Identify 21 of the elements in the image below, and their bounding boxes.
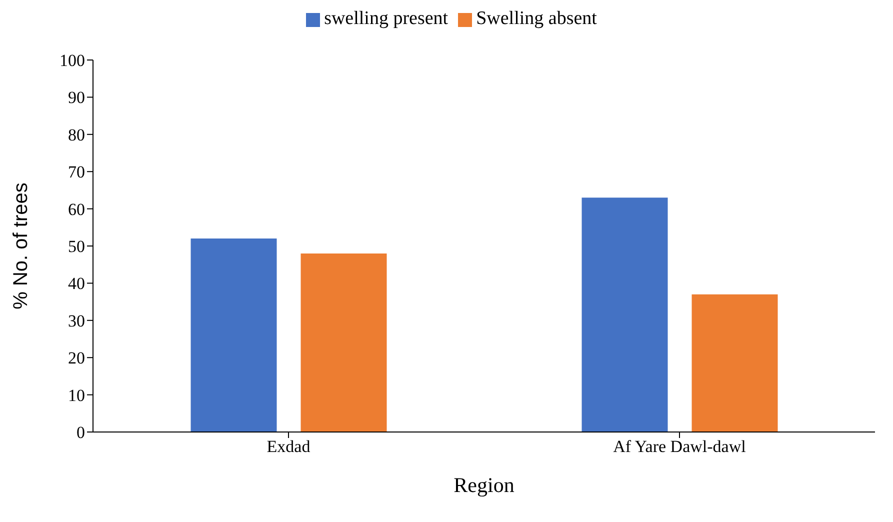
y-tick-label: 80 (68, 125, 85, 144)
x-axis-title: Region (454, 473, 515, 497)
bar (190, 238, 277, 432)
x-tick-label: Exdad (266, 437, 311, 456)
y-tick-label: 50 (68, 237, 85, 256)
y-tick-label: 20 (68, 348, 85, 368)
y-tick-label: 100 (60, 51, 85, 70)
y-tick-label: 40 (68, 274, 85, 294)
bar (692, 294, 778, 432)
bar (582, 198, 668, 432)
x-tick-label: Af Yare Dawl-dawl (613, 437, 746, 456)
y-tick-label: 90 (68, 88, 85, 108)
y-tick-label: 30 (68, 311, 85, 330)
y-tick-label: 10 (68, 386, 85, 405)
legend-label: Swelling absent (476, 8, 597, 29)
y-tick-label: 70 (68, 162, 85, 182)
legend-label: swelling present (324, 8, 448, 29)
y-axis-title: % No. of trees (10, 182, 32, 310)
bar (300, 253, 387, 432)
y-tick-label: 0 (76, 423, 85, 442)
y-tick-label: 60 (68, 200, 85, 219)
